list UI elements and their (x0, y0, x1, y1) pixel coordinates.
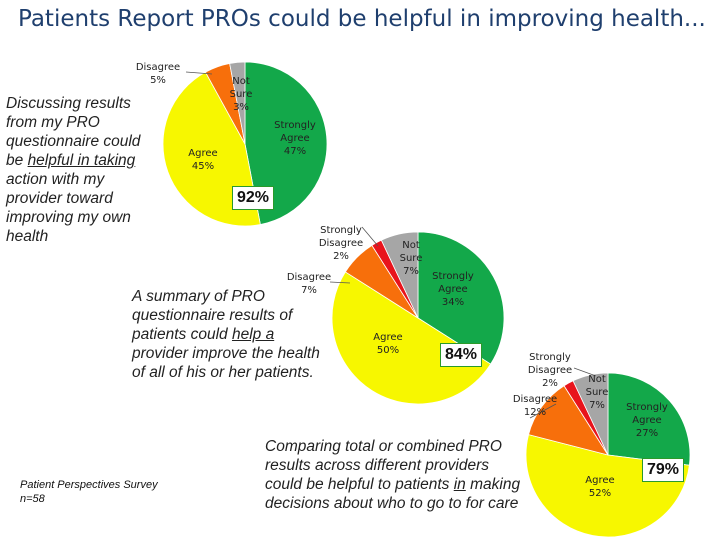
pie3-label-strongly-disagree: StronglyDisagree2% (528, 352, 572, 389)
source-note: Patient Perspectives Survey n=58 (20, 478, 180, 506)
source-n: n=58 (20, 492, 180, 506)
pie2-leader-strongly-disagree (362, 227, 378, 246)
pie1-label-disagree: Disagree5% (136, 62, 180, 86)
statement-2: A summary of PRO questionnaire results o… (132, 287, 322, 382)
total-agree-badge-1: 92% (232, 186, 274, 210)
source-survey: Patient Perspectives Survey (20, 478, 180, 492)
total-agree-badge-2: 84% (440, 343, 482, 367)
pie2-label-strongly-disagree: StronglyDisagree2% (319, 225, 363, 262)
total-agree-badge-3: 79% (642, 458, 684, 482)
statement-3: Comparing total or combined PRO results … (265, 437, 527, 513)
statement-1: Discussing results from my PRO questionn… (6, 94, 156, 246)
